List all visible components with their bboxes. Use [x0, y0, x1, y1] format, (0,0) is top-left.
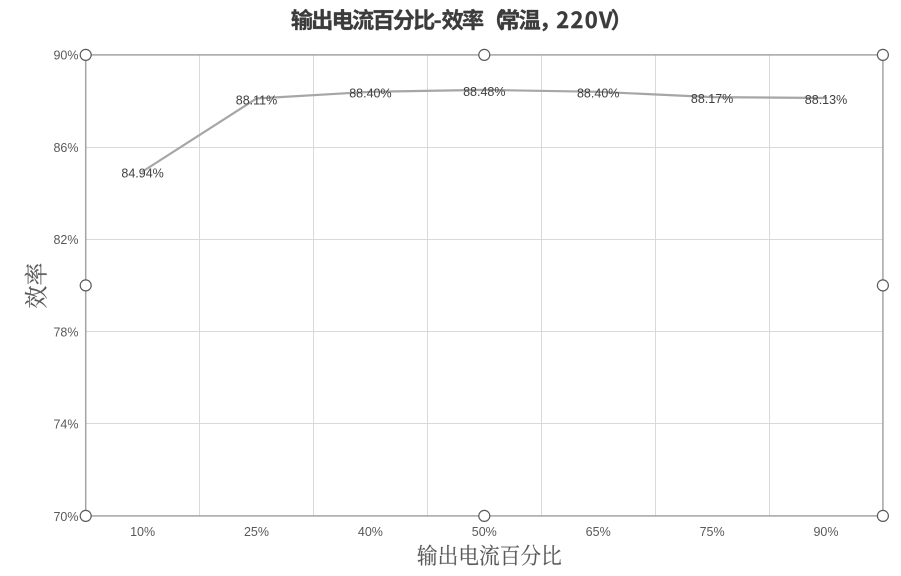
svg-text:78%: 78% [53, 325, 78, 339]
svg-text:75%: 75% [700, 525, 725, 539]
svg-text:88.40%: 88.40% [349, 87, 391, 101]
svg-text:88.11%: 88.11% [236, 93, 277, 107]
svg-text:88.17%: 88.17% [691, 92, 733, 106]
svg-text:40%: 40% [358, 525, 383, 539]
svg-text:10%: 10% [130, 525, 155, 539]
svg-text:82%: 82% [53, 233, 78, 247]
svg-text:25%: 25% [244, 525, 269, 539]
svg-text:90%: 90% [53, 49, 78, 63]
svg-text:88.40%: 88.40% [577, 87, 619, 101]
svg-text:65%: 65% [586, 525, 611, 539]
svg-text:86%: 86% [53, 141, 78, 155]
svg-text:88.13%: 88.13% [805, 93, 847, 107]
svg-text:70%: 70% [53, 510, 78, 524]
svg-text:84.94%: 84.94% [121, 166, 163, 180]
svg-text:74%: 74% [53, 418, 78, 432]
svg-text:90%: 90% [813, 525, 838, 539]
svg-text:50%: 50% [472, 525, 497, 539]
svg-text:88.48%: 88.48% [463, 85, 505, 99]
